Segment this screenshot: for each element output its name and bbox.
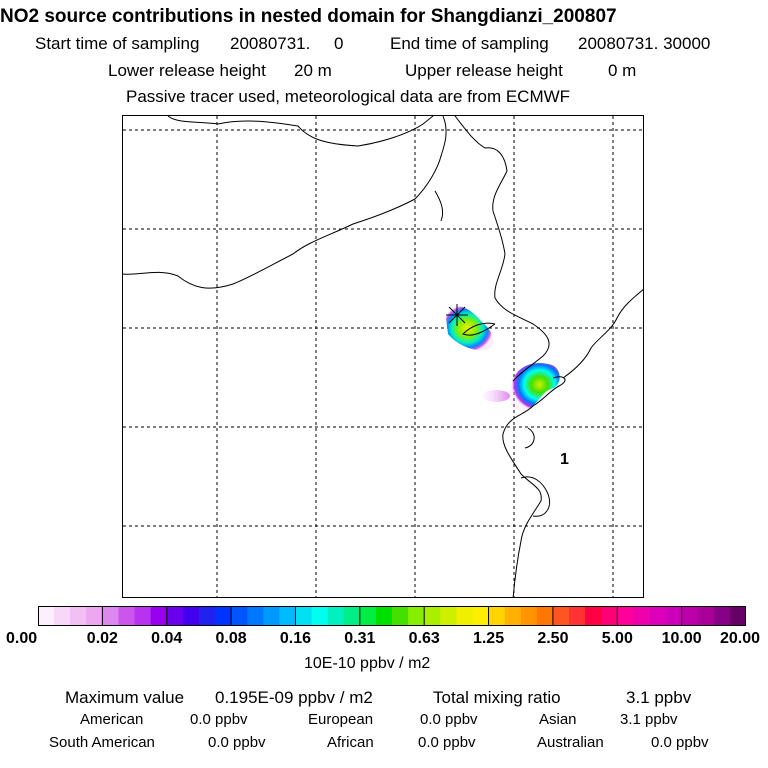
- region-name-african: African: [327, 734, 374, 751]
- colorbar-tick-label: 20.00: [719, 630, 760, 647]
- colorbar-swatch: [488, 606, 506, 626]
- colorbar-swatch: [150, 606, 168, 626]
- colorbar-swatch: [649, 606, 667, 626]
- colorbar-tick-label: 1.25: [472, 630, 505, 647]
- colorbar-swatch: [585, 606, 602, 626]
- map-canvas: [123, 116, 643, 597]
- colorbar-swatch: [440, 606, 457, 626]
- map-gridlines: [123, 116, 643, 597]
- colorbar-tick-label: 0.00: [6, 630, 38, 647]
- colorbar-swatch: [472, 606, 490, 626]
- colorbar-tick-label: 10.00: [661, 630, 702, 647]
- colorbar-tick-label: 0.08: [215, 630, 247, 647]
- region-value-european: 0.0 ppbv: [420, 711, 478, 728]
- colorbar-frame: [38, 606, 746, 626]
- colorbar-swatch: [424, 606, 441, 626]
- region-label: 1: [560, 451, 569, 468]
- region-name-south-american: South American: [49, 734, 155, 751]
- plume-south: [509, 362, 560, 412]
- colorbar-swatch: [713, 606, 731, 626]
- source-location-marker: [446, 304, 468, 326]
- colorbar-swatch: [633, 606, 650, 626]
- map-panel: 1: [122, 115, 644, 598]
- colorbar-tick-label: 2.50: [537, 630, 569, 647]
- start-time-label: Start time of sampling: [35, 34, 200, 53]
- coastlines: [123, 116, 643, 597]
- colorbar-swatch: [247, 606, 264, 626]
- region-value-african: 0.0 ppbv: [418, 734, 476, 751]
- colorbar-swatch: [166, 606, 184, 626]
- colorbar-swatch: [182, 606, 200, 626]
- colorbar-tick-label: 0.31: [344, 630, 376, 647]
- colorbar-swatch: [520, 606, 538, 626]
- colorbar-swatch: [38, 606, 55, 626]
- colorbar-swatch: [86, 606, 103, 626]
- region-name-american: American: [80, 711, 144, 728]
- lower-height-label: Lower release height: [108, 61, 266, 80]
- colorbar-swatch: [215, 606, 232, 626]
- region-name-european: European: [308, 711, 374, 728]
- plot-title: NO2 source contributions in nested domai…: [0, 6, 617, 27]
- max-value: 0.195E-09 ppbv / m2: [215, 688, 373, 707]
- colorbar-swatch: [456, 606, 473, 626]
- region-name-australian: Australian: [537, 734, 604, 751]
- colorbar: [38, 606, 746, 626]
- colorbar-swatch: [729, 606, 746, 626]
- colorbar-tick-label: 5.00: [601, 630, 633, 647]
- colorbar-swatch: [134, 606, 152, 626]
- start-time-value: 20080731. 0: [230, 34, 344, 53]
- colorbar-swatch: [231, 606, 248, 626]
- colorbar-swatch: [295, 606, 313, 626]
- colorbar-swatch: [54, 606, 71, 626]
- end-time-value: 20080731. 30000: [578, 34, 711, 53]
- region-name-asian: Asian: [539, 711, 577, 728]
- total-mixing-value: 3.1 ppbv: [626, 688, 692, 707]
- colorbar-swatch: [601, 606, 618, 626]
- colorbar-swatch: [617, 606, 634, 626]
- upper-height-label: Upper release height: [405, 61, 563, 80]
- colorbar-tick-label: 0.63: [408, 630, 440, 647]
- colorbar-swatch: [118, 606, 136, 626]
- plume-tail: [482, 390, 510, 402]
- colorbar-swatch: [102, 606, 119, 626]
- colorbar-tick-label: 0.02: [86, 630, 118, 647]
- colorbar-swatch: [359, 606, 377, 626]
- colorbar-swatch: [569, 606, 586, 626]
- end-time-label: End time of sampling: [390, 34, 549, 53]
- max-value-label: Maximum value: [65, 688, 185, 707]
- colorbar-swatch: [343, 606, 361, 626]
- region-value-american: 0.0 ppbv: [190, 711, 248, 728]
- colorbar-swatch: [536, 606, 554, 626]
- total-mixing-label: Total mixing ratio: [433, 688, 561, 707]
- colorbar-swatch: [263, 606, 280, 626]
- colorbar-swatch: [681, 606, 699, 626]
- colorbar-tick-label: 0.16: [279, 630, 312, 647]
- region-value-south-american: 0.0 ppbv: [208, 734, 266, 751]
- lower-height-value: 20 m: [294, 61, 332, 80]
- colorbar-swatch: [375, 606, 393, 626]
- colorbar-swatch: [408, 606, 425, 626]
- colorbar-tick-label: 0.04: [151, 630, 183, 647]
- upper-height-value: 0 m: [608, 61, 637, 80]
- colorbar-swatch: [198, 606, 216, 626]
- colorbar-unit: 10E-10 ppbv / m2: [304, 655, 431, 672]
- colorbar-swatch: [311, 606, 329, 626]
- colorbar-swatch: [327, 606, 345, 626]
- colorbar-swatch: [70, 606, 87, 626]
- tracer-plumes: [446, 306, 560, 412]
- colorbar-swatch: [504, 606, 522, 626]
- region-value-australian: 0.0 ppbv: [651, 734, 709, 751]
- colorbar-swatch: [665, 606, 683, 626]
- tracer-note: Passive tracer used, meteorological data…: [126, 87, 571, 106]
- colorbar-swatch: [697, 606, 715, 626]
- colorbar-swatch: [552, 606, 570, 626]
- colorbar-swatch: [279, 606, 296, 626]
- region-value-asian: 3.1 ppbv: [620, 711, 678, 728]
- colorbar-swatch: [392, 606, 409, 626]
